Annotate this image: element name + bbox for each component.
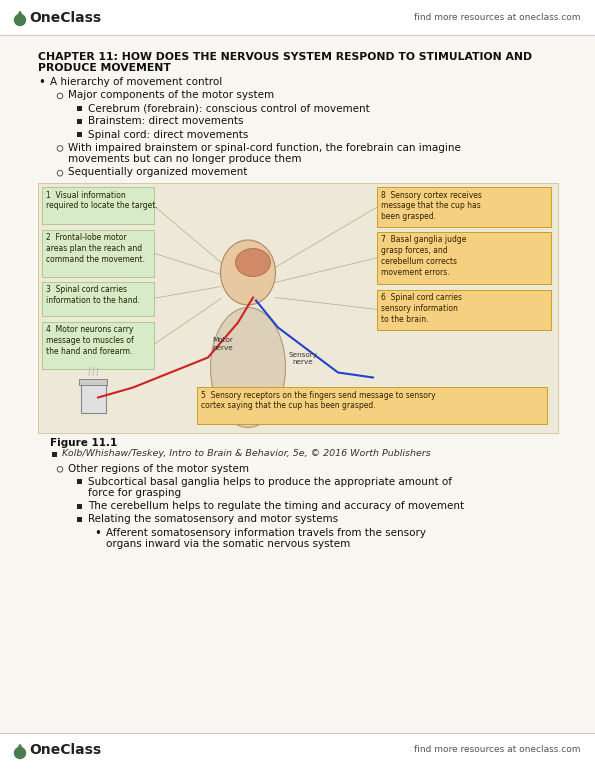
Text: Brainstem: direct movements: Brainstem: direct movements (88, 116, 243, 126)
FancyBboxPatch shape (0, 733, 595, 770)
Circle shape (14, 15, 26, 25)
Circle shape (14, 748, 26, 758)
Text: Spinal cord: direct movements: Spinal cord: direct movements (88, 129, 248, 139)
Text: organs inward via the somatic nervous system: organs inward via the somatic nervous sy… (106, 539, 350, 549)
Text: 6  Spinal cord carries
sensory information
to the brain.: 6 Spinal cord carries sensory informatio… (381, 293, 462, 324)
FancyBboxPatch shape (377, 290, 551, 330)
Text: Motor
nerve: Motor nerve (212, 337, 233, 350)
FancyBboxPatch shape (77, 106, 82, 111)
FancyBboxPatch shape (42, 186, 154, 223)
FancyBboxPatch shape (42, 282, 154, 316)
Text: A hierarchy of movement control: A hierarchy of movement control (50, 77, 223, 87)
FancyBboxPatch shape (77, 517, 82, 522)
Text: Afferent somatosensory information travels from the sensory: Afferent somatosensory information trave… (106, 527, 426, 537)
Polygon shape (17, 745, 23, 749)
Text: 7  Basal ganglia judge
grasp forces, and
cerebellum corrects
movement errors.: 7 Basal ganglia judge grasp forces, and … (381, 236, 466, 276)
FancyBboxPatch shape (197, 387, 547, 424)
Ellipse shape (236, 249, 271, 276)
Ellipse shape (221, 240, 275, 305)
Text: Major components of the motor system: Major components of the motor system (68, 90, 274, 100)
Text: OneClass: OneClass (29, 11, 101, 25)
Text: Kolb/Whishaw/Teskey, Intro to Brain & Behavior, 5e, © 2016 Worth Publishers: Kolb/Whishaw/Teskey, Intro to Brain & Be… (62, 450, 431, 458)
FancyBboxPatch shape (377, 186, 551, 226)
FancyBboxPatch shape (42, 229, 154, 276)
Text: •: • (95, 527, 101, 540)
Ellipse shape (211, 307, 286, 427)
Text: find more resources at oneclass.com: find more resources at oneclass.com (414, 12, 580, 22)
Text: Sequentially organized movement: Sequentially organized movement (68, 167, 248, 177)
Text: 1  Visual information
required to locate the target.: 1 Visual information required to locate … (46, 190, 158, 210)
Text: 2  Frontal-lobe motor
areas plan the reach and
command the movement.: 2 Frontal-lobe motor areas plan the reac… (46, 233, 145, 264)
FancyBboxPatch shape (80, 382, 105, 413)
FancyBboxPatch shape (52, 451, 57, 457)
FancyBboxPatch shape (77, 504, 82, 509)
Text: Relating the somatosensory and motor systems: Relating the somatosensory and motor sys… (88, 514, 338, 524)
Text: 3  Spinal cord carries
information to the hand.: 3 Spinal cord carries information to the… (46, 286, 140, 305)
FancyBboxPatch shape (79, 379, 107, 384)
Text: The cerebellum helps to regulate the timing and accuracy of movement: The cerebellum helps to regulate the tim… (88, 501, 464, 511)
FancyBboxPatch shape (77, 480, 82, 484)
Text: 8  Sensory cortex receives
message that the cup has
been grasped.: 8 Sensory cortex receives message that t… (381, 190, 482, 221)
Text: 5  Sensory receptors on the fingers send message to sensory
cortex saying that t: 5 Sensory receptors on the fingers send … (201, 390, 436, 410)
FancyBboxPatch shape (377, 232, 551, 283)
FancyBboxPatch shape (77, 132, 82, 137)
Text: find more resources at oneclass.com: find more resources at oneclass.com (414, 745, 580, 755)
Text: Sensory
nerve: Sensory nerve (289, 353, 318, 366)
Text: •: • (39, 76, 45, 89)
Text: OneClass: OneClass (29, 744, 101, 758)
Text: Figure 11.1: Figure 11.1 (50, 437, 117, 447)
FancyBboxPatch shape (38, 182, 558, 433)
Text: 4  Motor neurons carry
message to muscles of
the hand and forearm.: 4 Motor neurons carry message to muscles… (46, 326, 134, 356)
Text: Subcortical basal ganglia helps to produce the appropriate amount of: Subcortical basal ganglia helps to produ… (88, 477, 452, 487)
FancyBboxPatch shape (0, 0, 595, 35)
Text: PRODUCE MOVEMENT: PRODUCE MOVEMENT (38, 63, 171, 73)
FancyBboxPatch shape (42, 322, 154, 369)
Text: Other regions of the motor system: Other regions of the motor system (68, 464, 249, 474)
Text: movements but can no longer produce them: movements but can no longer produce them (68, 154, 302, 164)
Text: force for grasping: force for grasping (88, 488, 181, 498)
Polygon shape (17, 12, 23, 16)
FancyBboxPatch shape (77, 119, 82, 124)
Text: With impaired brainstem or spinal-cord function, the forebrain can imagine: With impaired brainstem or spinal-cord f… (68, 142, 461, 152)
Text: CHAPTER 11: HOW DOES THE NERVOUS SYSTEM RESPOND TO STIMULATION AND: CHAPTER 11: HOW DOES THE NERVOUS SYSTEM … (38, 52, 532, 62)
Text: Cerebrum (forebrain): conscious control of movement: Cerebrum (forebrain): conscious control … (88, 103, 369, 113)
